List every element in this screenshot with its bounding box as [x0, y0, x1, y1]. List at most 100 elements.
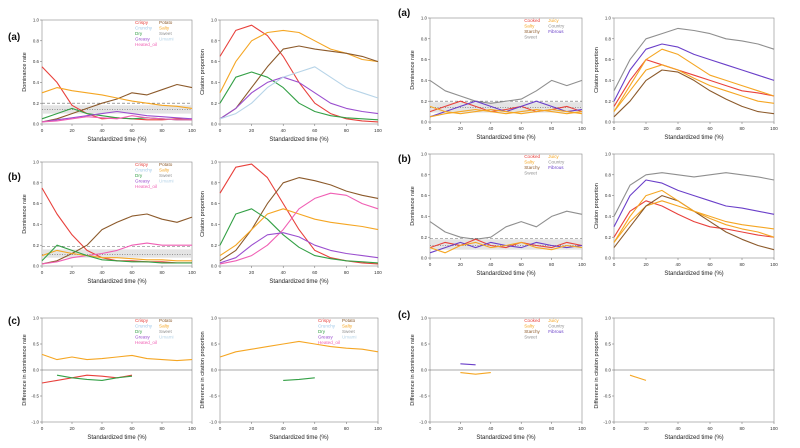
y-tick-label: 0.0 — [33, 368, 40, 373]
x-tick-label: 100 — [188, 426, 196, 431]
x-tick-label: 20 — [249, 128, 255, 133]
x-tick-label: 40 — [488, 126, 494, 131]
x-tick-label: 20 — [458, 126, 464, 131]
series-line-salty — [429, 105, 583, 115]
x-tick-label: 80 — [739, 426, 745, 431]
y-axis-label: Difference in dominance rate — [22, 334, 28, 405]
legend-entry: Umami — [342, 335, 357, 340]
y-tick-label: 1.0 — [605, 152, 612, 157]
y-tick-label: 0.2 — [211, 243, 218, 248]
y-tick-label: -0.5 — [419, 394, 427, 399]
legend-entry: Salty — [159, 168, 170, 173]
panel-label: (a) — [398, 8, 410, 19]
y-tick-label: 0.0 — [211, 122, 218, 127]
legend-entry: Crunchy — [135, 26, 153, 31]
y-tick-label: 1.0 — [421, 16, 428, 21]
legend-entry: Heated_oil — [318, 340, 340, 345]
x-tick-label: 0 — [613, 426, 616, 431]
x-axis-label: Standardized time (%) — [269, 137, 328, 143]
y-tick-label: 0.0 — [211, 264, 218, 269]
chart-panel-6: 0 20 40 60 80 100 -1.0 -0.5 0.0 0.5 1.0 Standardize… — [200, 316, 382, 441]
series-line-crispy — [219, 24, 379, 123]
confidence-band — [42, 249, 192, 258]
legend-entry: Crunchy — [135, 324, 153, 329]
x-axis-label: Standardized time (%) — [664, 435, 723, 441]
y-tick-label: -1.0 — [209, 420, 217, 425]
legend-entry: Dry — [135, 173, 143, 178]
y-tick-label: 0.2 — [211, 101, 218, 106]
legend-entry: Juicy — [548, 318, 559, 323]
legend-entry: Greasy — [318, 335, 334, 340]
y-tick-label: 0.6 — [33, 59, 40, 64]
x-tick-label: 60 — [312, 426, 318, 431]
series-line-potato — [41, 83, 193, 123]
y-tick-label: 0.0 — [421, 256, 428, 261]
series-line-salty — [219, 208, 379, 257]
legend-entry: Crispy — [135, 318, 149, 323]
series-line-potato — [219, 177, 379, 262]
x-tick-label: 80 — [739, 126, 745, 131]
y-tick-label: 1.0 — [211, 316, 218, 321]
chart-panel-11: 0 20 40 60 80 100 -1.0 -0.5 0.0 0.5 1.0 Standardize… — [410, 316, 586, 441]
y-tick-label: 1.0 — [605, 316, 612, 321]
x-tick-label: 0 — [41, 270, 44, 275]
x-axis-label: Standardized time (%) — [476, 435, 535, 441]
x-tick-label: 40 — [99, 270, 105, 275]
chart-panel-5: 0 20 40 60 80 100 -1.0 -0.5 0.0 0.5 1.0 Standardize… — [22, 316, 196, 441]
y-tick-label: 0.4 — [33, 80, 40, 85]
x-tick-label: 40 — [675, 262, 681, 267]
y-tick-label: 1.0 — [33, 18, 40, 23]
x-tick-label: 80 — [344, 270, 350, 275]
legend-entry: Crispy — [135, 162, 149, 167]
x-tick-label: 80 — [344, 426, 350, 431]
plot-frame — [41, 19, 193, 125]
legend-entry: Heated_oil — [135, 184, 157, 189]
y-tick-label: 0.4 — [605, 214, 612, 219]
y-tick-label: 0.2 — [605, 99, 612, 104]
chart-panel-12: 0 20 40 60 80 100 -1.0 -0.5 0.0 0.5 1.0 Standardize… — [594, 316, 778, 441]
x-tick-label: 60 — [312, 128, 318, 133]
legend-entry: Juicy — [548, 154, 559, 159]
y-tick-label: 0.8 — [605, 36, 612, 41]
legend-entry: Sweet — [342, 329, 355, 334]
x-tick-label: 40 — [99, 426, 105, 431]
y-axis-label: Citation proportion — [594, 47, 600, 93]
legend-entry: Cooked — [524, 318, 540, 323]
y-tick-label: 0.6 — [421, 193, 428, 198]
panel-label: (b) — [8, 172, 21, 183]
chart-panel-3: 0 20 40 60 80 100 0.0 0.2 0.4 0.6 0.8 1.0 Standardiz… — [22, 160, 196, 285]
legend-entry: Salty — [159, 324, 170, 329]
series-line-starchy — [613, 195, 775, 251]
series-line-fibrous — [460, 363, 476, 366]
chart-panel-1: 0 20 40 60 80 100 0.0 0.2 0.4 0.6 0.8 1.0 Standardiz… — [22, 18, 196, 143]
x-tick-label: 20 — [69, 128, 75, 133]
y-tick-label: 0.4 — [605, 78, 612, 83]
x-tick-label: 100 — [578, 262, 586, 267]
x-tick-label: 0 — [429, 262, 432, 267]
plot-frame — [613, 153, 775, 259]
x-tick-label: 20 — [69, 270, 75, 275]
x-axis-label: Standardized time (%) — [664, 135, 723, 141]
x-tick-label: 40 — [675, 426, 681, 431]
y-tick-label: 0.6 — [605, 57, 612, 62]
y-axis-label: Dominance rate — [410, 186, 416, 226]
x-tick-label: 0 — [429, 426, 432, 431]
x-tick-label: 100 — [374, 270, 382, 275]
x-tick-label: 80 — [159, 426, 165, 431]
x-tick-label: 80 — [159, 270, 165, 275]
legend-entry: Greasy — [135, 37, 151, 42]
x-tick-label: 0 — [41, 128, 44, 133]
x-axis-label: Standardized time (%) — [476, 271, 535, 277]
chart-panel-4: 0 20 40 60 80 100 0.0 0.2 0.4 0.6 0.8 1.0 Standardiz… — [200, 160, 382, 285]
x-tick-label: 100 — [578, 426, 586, 431]
y-tick-label: -1.0 — [603, 420, 611, 425]
series-line-greasy — [41, 110, 193, 123]
series-line-heated-oil — [41, 242, 192, 265]
y-tick-label: 0.4 — [211, 80, 218, 85]
y-tick-label: 1.0 — [421, 316, 428, 321]
panel-label: (b) — [398, 154, 411, 165]
y-tick-label: 0.5 — [605, 342, 612, 347]
legend-entry: Starchy — [524, 29, 540, 34]
x-tick-label: 60 — [519, 426, 525, 431]
legend-entry: Potato — [159, 20, 173, 25]
